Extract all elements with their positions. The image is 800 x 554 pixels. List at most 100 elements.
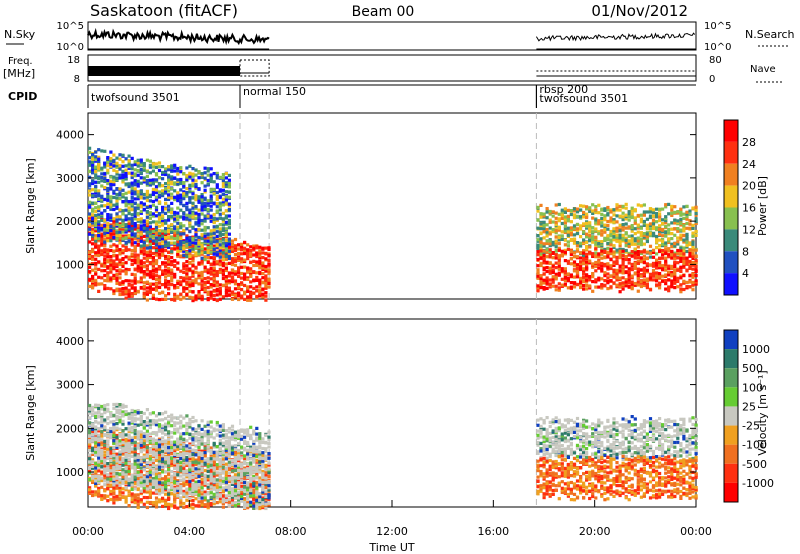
- echo-cell: [642, 233, 646, 237]
- echo-cell: [130, 279, 134, 283]
- echo-cell: [655, 266, 659, 270]
- echo-cell: [167, 228, 171, 232]
- echo-cell: [600, 221, 604, 225]
- echo-cell: [124, 204, 128, 208]
- echo-cell: [197, 293, 201, 297]
- echo-cell: [164, 450, 168, 455]
- echo-cell: [185, 276, 189, 280]
- echo-cell: [579, 267, 583, 272]
- echo-cell: [100, 276, 104, 280]
- echo-cell: [164, 197, 168, 201]
- echo-cell: [94, 253, 98, 257]
- echo-cell: [188, 214, 192, 218]
- echo-cell: [682, 287, 686, 292]
- echo-cell: [139, 220, 143, 224]
- echo-cell: [655, 228, 659, 232]
- echo-cell: [154, 165, 159, 169]
- echo-cell: [176, 199, 180, 203]
- echo-cell: [148, 236, 152, 241]
- echo-cell: [615, 208, 619, 212]
- echo-cell: [258, 260, 262, 264]
- echo-cell: [267, 246, 271, 250]
- echo-cell: [139, 205, 143, 209]
- echo-cell: [661, 230, 665, 234]
- echo-cell: [118, 167, 122, 171]
- echo-cell: [109, 263, 113, 267]
- echo-cell: [179, 179, 183, 183]
- echo-cell: [615, 261, 619, 266]
- echo-cell: [164, 275, 168, 279]
- echo-cell: [545, 239, 549, 243]
- echo-cell: [182, 184, 186, 188]
- echo-cell: [600, 263, 604, 267]
- echo-cell: [585, 240, 589, 244]
- echo-cell: [591, 280, 595, 284]
- echo-cell: [612, 208, 616, 212]
- echo-cell: [194, 246, 198, 251]
- echo-cell: [139, 435, 143, 439]
- echo-cell: [551, 210, 555, 214]
- echo-cell: [170, 452, 174, 456]
- echo-cell: [188, 503, 192, 507]
- echo-cell: [112, 267, 116, 271]
- echo-cell: [142, 291, 146, 295]
- echo-cell: [167, 287, 171, 291]
- echo-cell: [615, 229, 619, 233]
- echo-cell: [539, 239, 543, 243]
- echo-cell: [658, 281, 662, 285]
- echo-cell: [194, 266, 198, 270]
- echo-cell: [630, 209, 634, 213]
- echo-cell: [130, 232, 134, 236]
- echo-cell: [679, 290, 683, 294]
- echo-cell: [636, 267, 640, 271]
- echo-cell: [224, 216, 228, 220]
- echo-cell: [582, 261, 586, 265]
- echo-cell: [694, 208, 698, 212]
- echo-cell: [109, 162, 113, 166]
- echo-cell: [230, 239, 235, 243]
- echo-cell: [209, 199, 213, 203]
- echo-cell: [133, 245, 137, 249]
- echo-cell: [197, 212, 201, 216]
- echo-cell: [670, 256, 674, 260]
- echo-cell: [94, 221, 98, 225]
- echo-cell: [103, 474, 107, 478]
- echo-cell: [218, 188, 222, 192]
- echo-cell: [115, 483, 119, 487]
- echo-cell: [94, 267, 98, 271]
- echo-cell: [94, 159, 98, 163]
- echo-cell: [243, 297, 247, 301]
- echo-cell: [136, 264, 140, 268]
- echo-cell: [569, 285, 573, 289]
- echo-cell: [603, 250, 607, 254]
- echo-cell: [545, 207, 549, 211]
- echo-cell: [191, 215, 195, 219]
- echo-cell: [676, 268, 680, 272]
- echo-cell: [658, 272, 662, 276]
- echo-cell: [173, 228, 177, 232]
- echo-cell: [676, 229, 680, 233]
- echo-cell: [145, 286, 149, 290]
- echo-cell: [197, 198, 201, 202]
- echo-cell: [615, 283, 619, 287]
- nave-label: Nave: [750, 64, 776, 75]
- echo-cell: [133, 172, 137, 176]
- echo-cell: [118, 491, 122, 495]
- echo-cell: [227, 218, 231, 222]
- echo-cell: [200, 503, 204, 507]
- echo-cell: [264, 252, 268, 256]
- echo-cell: [148, 253, 152, 257]
- echo-cell: [97, 239, 101, 243]
- echo-cell: [630, 242, 634, 246]
- echo-cell: [164, 237, 168, 241]
- echo-cell: [609, 285, 613, 289]
- echo-cell: [621, 225, 625, 229]
- echo-cell: [603, 264, 607, 268]
- echo-cell: [176, 296, 180, 300]
- echo-cell: [585, 287, 589, 291]
- echo-cell: [203, 250, 207, 255]
- echo-cell: [133, 224, 137, 228]
- echo-cell: [651, 234, 656, 238]
- echo-cell: [103, 464, 107, 468]
- echo-cell: [651, 255, 656, 259]
